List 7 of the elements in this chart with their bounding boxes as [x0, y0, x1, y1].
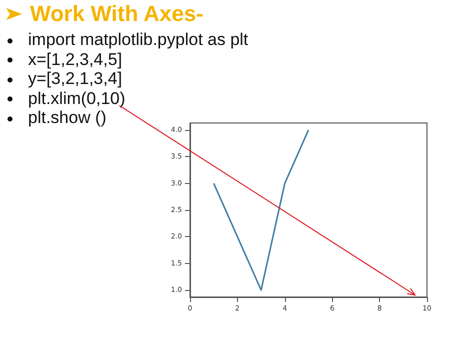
text: plt.show (): [28, 108, 106, 127]
text: x=[1,2,3,4,5]: [28, 50, 122, 68]
text: y=[3,2,1,3,4]: [28, 69, 122, 88]
text: plt.xlim(0,10): [28, 88, 126, 108]
chart-title: Work With Axes-: [30, 1, 204, 27]
text: import matplotlib.pyplot as plt: [28, 30, 248, 49]
line-series: [212, 129, 310, 291]
